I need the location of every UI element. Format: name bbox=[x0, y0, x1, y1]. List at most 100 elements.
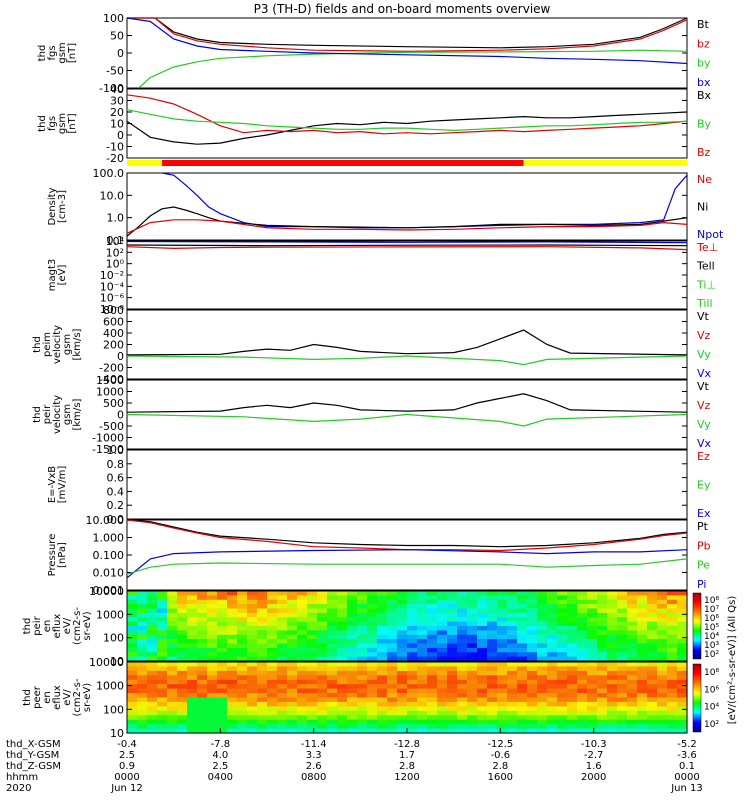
heatmap-cell bbox=[617, 599, 628, 605]
heatmap-cell bbox=[427, 684, 438, 690]
heatmap-cell bbox=[647, 647, 658, 653]
ephem-value: 0400 bbox=[208, 772, 233, 783]
heatmap-cell bbox=[567, 604, 578, 610]
heatmap-cell bbox=[607, 701, 618, 707]
heatmap-cell bbox=[517, 706, 528, 712]
heatmap-cell bbox=[557, 595, 568, 601]
heatmap-cell bbox=[627, 652, 638, 658]
heatmap-cell bbox=[337, 652, 348, 658]
heatmap-cell bbox=[417, 710, 428, 716]
heatmap-cell bbox=[557, 634, 568, 640]
heatmap-cell bbox=[277, 719, 288, 725]
heatmap-cell bbox=[567, 679, 578, 685]
series-line-Ni bbox=[126, 206, 688, 237]
heatmap-cell bbox=[667, 693, 678, 699]
heatmap-cell bbox=[177, 599, 188, 605]
heatmap-cell bbox=[367, 719, 378, 725]
heatmap-cell bbox=[197, 710, 208, 716]
heatmap-cell bbox=[457, 643, 468, 649]
heatmap-cell bbox=[367, 626, 378, 631]
heatmap-cell bbox=[187, 706, 198, 712]
heatmap-cell bbox=[427, 715, 438, 721]
heatmap-cell bbox=[307, 684, 318, 690]
heatmap-cell bbox=[627, 626, 638, 631]
heatmap-cell bbox=[127, 719, 138, 725]
heatmap-cell bbox=[567, 662, 578, 667]
heatmap-cell bbox=[387, 626, 398, 631]
heatmap-cell bbox=[137, 634, 148, 640]
heatmap-cell bbox=[247, 595, 258, 601]
heatmap-cell bbox=[277, 595, 288, 601]
heatmap-cell bbox=[617, 639, 628, 645]
heatmap-cell bbox=[577, 697, 588, 703]
heatmap-cell bbox=[247, 666, 258, 672]
ytick-label: -400 bbox=[99, 373, 124, 386]
heatmap-cell bbox=[547, 639, 558, 645]
heatmap-cell bbox=[207, 630, 218, 636]
heatmap-cell bbox=[407, 621, 418, 627]
heatmap-cell bbox=[617, 706, 628, 712]
heatmap-cell bbox=[577, 656, 588, 662]
heatmap-cell bbox=[327, 634, 338, 640]
ytick-label: -200 bbox=[99, 362, 124, 375]
heatmap-cell bbox=[587, 701, 598, 707]
heatmap-cell bbox=[437, 697, 448, 703]
heatmap-cell bbox=[537, 675, 548, 681]
heatmap-cell bbox=[377, 647, 388, 653]
heatmap-cell bbox=[467, 634, 478, 640]
heatmap-cell bbox=[457, 724, 468, 730]
heatmap-cell bbox=[597, 608, 608, 614]
heatmap-cell bbox=[567, 656, 578, 662]
heatmap-cell bbox=[497, 706, 508, 712]
heatmap-cell bbox=[587, 675, 598, 681]
heatmap-cell bbox=[607, 591, 618, 596]
heatmap-cell bbox=[627, 662, 638, 667]
heatmap-cell bbox=[457, 670, 468, 676]
heatmap-cell bbox=[587, 626, 598, 631]
heatmap-cell bbox=[267, 647, 278, 653]
heatmap-cell bbox=[557, 599, 568, 605]
heatmap-cell bbox=[447, 643, 458, 649]
heatmap-cell bbox=[267, 719, 278, 725]
heatmap-cell bbox=[187, 652, 198, 658]
heatmap-cell bbox=[507, 617, 518, 623]
heatmap-cell bbox=[337, 675, 348, 681]
heatmap-cell bbox=[597, 626, 608, 631]
ylabel-line: eV/ bbox=[62, 617, 73, 634]
heatmap-cell bbox=[627, 604, 638, 610]
legend-Vz: Vz bbox=[697, 329, 711, 342]
heatmap-cell bbox=[287, 701, 298, 707]
heatmap-cell bbox=[437, 724, 448, 730]
heatmap-cell bbox=[447, 630, 458, 636]
heatmap-cell bbox=[347, 679, 358, 685]
heatmap-cell bbox=[207, 617, 218, 623]
heatmap-cell bbox=[567, 715, 578, 721]
heatmap-cell bbox=[207, 643, 218, 649]
heatmap-cell bbox=[447, 608, 458, 614]
heatmap-cell bbox=[517, 662, 528, 667]
heatmap-cell bbox=[207, 666, 218, 672]
heatmap-cell bbox=[127, 710, 138, 716]
ylabel-line: gsm bbox=[62, 334, 73, 355]
heatmap-cell bbox=[497, 621, 508, 627]
ytick-label: 10 bbox=[110, 727, 124, 740]
heatmap-cell bbox=[677, 697, 688, 703]
heatmap-cell bbox=[217, 604, 228, 610]
heatmap-cell bbox=[317, 652, 328, 658]
series-line-Vt bbox=[126, 393, 688, 413]
heatmap-cell bbox=[407, 617, 418, 623]
ytick-label: 1500 bbox=[96, 374, 124, 387]
heatmap-cell bbox=[417, 675, 428, 681]
heatmap-cell bbox=[437, 608, 448, 614]
heatmap-cell bbox=[407, 612, 418, 618]
heatmap-cell bbox=[607, 666, 618, 672]
heatmap-cell bbox=[407, 652, 418, 658]
heatmap-cell bbox=[347, 693, 358, 699]
heatmap-cell bbox=[597, 670, 608, 676]
heatmap-cell bbox=[397, 701, 408, 707]
heatmap-cell bbox=[327, 617, 338, 623]
heatmap-cell bbox=[407, 647, 418, 653]
heatmap-cell bbox=[527, 626, 538, 631]
heatmap-cell bbox=[567, 675, 578, 681]
